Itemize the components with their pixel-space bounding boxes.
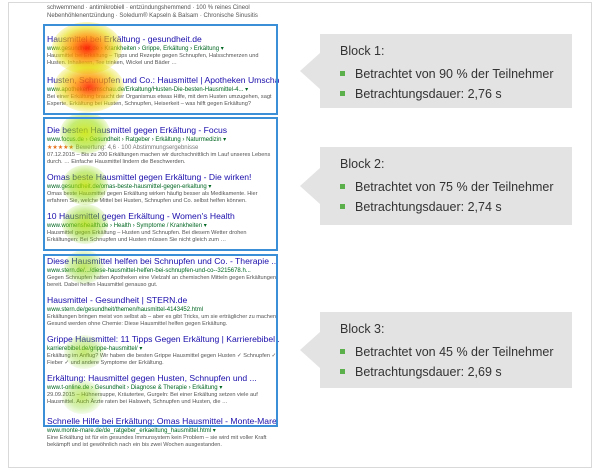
top-ad-snippet: Nebenhöhlenentzündung · Soledum® Kapseln… (47, 13, 258, 19)
result-url[interactable]: www.stern.de/gesundheit/themen/hausmitte… (47, 307, 204, 313)
bullet-square-icon (340, 204, 345, 210)
callout-bullet: Betrachtungsdauer: 2,76 s (340, 84, 572, 104)
result-snippet: Erkältungen bringen meist von selbst ab … (47, 314, 278, 327)
callout-title: Block 3: (340, 322, 385, 336)
bullet-square-icon (340, 349, 345, 355)
bullet-square-icon (340, 184, 345, 190)
rating-text: Bewertung: 4,6 · 100 Abstimmungsergebnis… (75, 145, 199, 151)
result-url[interactable]: www.gesundheit.de › Krankheiten › Grippe… (47, 46, 224, 52)
result-url[interactable]: www.gesundheit.de/omas-beste-hausmittel-… (47, 184, 212, 190)
result-title-link[interactable]: Husten, Schnupfen und Co.: Hausmittel | … (47, 75, 279, 85)
result-title-link[interactable]: Die besten Hausmittel gegen Erkältung - … (47, 125, 228, 135)
search-result: Diese Hausmittel helfen bei Schnupfen un… (47, 256, 279, 289)
block-1-outline (43, 24, 278, 115)
result-title-link[interactable]: Diese Hausmittel helfen bei Schnupfen un… (47, 256, 279, 266)
callout-pointer (300, 332, 320, 368)
search-results-list: schwemmend · antimikrobiell · entzündung… (47, 4, 279, 455)
callout-pointer (300, 168, 320, 204)
result-title-link[interactable]: Hausmittel - Gesundheit | STERN.de (47, 295, 188, 305)
bullet-square-icon (340, 71, 345, 77)
callout-bullet: Betrachtungsdauer: 2,74 s (340, 197, 572, 217)
result-snippet: Erkältung im Anflug? Wir haben die beste… (47, 353, 277, 366)
result-snippet: Bei einer Erkältung braucht der Organism… (47, 94, 272, 107)
callout-bullets: Betrachtet von 90 % der Teilnehmer Betra… (320, 64, 572, 104)
callout-bullets: Betrachtet von 45 % der Teilnehmer Betra… (320, 342, 572, 382)
block-1-callout: Block 1: Betrachtet von 90 % der Teilneh… (300, 34, 572, 108)
block-3-outline (43, 254, 278, 427)
result-snippet: Hausmittel gegen Erkältung – Husten und … (47, 230, 247, 243)
result-title-link[interactable]: Erkältung: Hausmittel gegen Husten, Schn… (47, 373, 257, 383)
bullet-square-icon (340, 91, 345, 97)
bullet-square-icon (340, 369, 345, 375)
search-result: Schnelle Hilfe bei Erkältung: Omas Hausm… (47, 416, 279, 449)
callout-title: Block 1: (340, 44, 385, 58)
result-url[interactable]: www.focus.de › Gesundheit › Ratgeber › E… (47, 137, 227, 143)
result-snippet: Gegen Schnupfen hatten Apotheken eine Vi… (47, 275, 277, 288)
result-title-link[interactable]: 10 Hausmittel gegen Erkältung - Women's … (47, 211, 235, 221)
block-3-callout: Block 3: Betrachtet von 45 % der Teilneh… (300, 312, 572, 388)
search-result: Erkältung: Hausmittel gegen Husten, Schn… (47, 373, 279, 406)
top-ad-snippet: schwemmend · antimikrobiell · entzündung… (47, 5, 250, 11)
search-result: Hausmittel - Gesundheit | STERN.de www.s… (47, 295, 279, 328)
search-result: Omas beste Hausmittel gegen Erkältung - … (47, 172, 279, 205)
search-result: Husten, Schnupfen und Co.: Hausmittel | … (47, 75, 279, 115)
result-title-link[interactable]: Hausmittel bei Erkältung - gesundheit.de (47, 34, 202, 44)
result-snippet: Omas beste Hausmittel gegen Erkältung wi… (47, 191, 258, 204)
search-result: 10 Hausmittel gegen Erkältung - Women's … (47, 211, 279, 244)
callout-bullet: Betrachtet von 45 % der Teilnehmer (340, 342, 572, 362)
callout-bullet: Betrachtet von 90 % der Teilnehmer (340, 64, 572, 84)
result-title-link[interactable]: Omas beste Hausmittel gegen Erkältung - … (47, 172, 252, 182)
result-snippet: 07.12.2015 – Bis zu 200 Erkältungen mach… (47, 152, 271, 165)
result-url[interactable]: www.apotheken-umschau.de/Erkaltung/Huste… (47, 87, 249, 93)
result-url[interactable]: www.womenshealth.de › Health › Symptome … (47, 223, 207, 229)
callout-bullet: Betrachtungsdauer: 2,69 s (340, 362, 572, 382)
block-2-callout: Block 2: Betrachtet von 75 % der Teilneh… (300, 147, 572, 225)
result-title-link[interactable]: Grippe Hausmittel: 11 Tipps Gegen Erkält… (47, 334, 279, 344)
result-url[interactable]: www.t-online.de › Gesundheit › Diagnose … (47, 385, 223, 391)
callout-pointer (300, 53, 320, 89)
block-2-outline (43, 117, 278, 251)
result-snippet: Eine Erkältung ist für ein gesundes Immu… (47, 435, 267, 448)
result-title-link[interactable]: Schnelle Hilfe bei Erkältung: Omas Hausm… (47, 416, 277, 426)
callout-title: Block 2: (340, 157, 385, 171)
callout-bullets: Betrachtet von 75 % der Teilnehmer Betra… (320, 177, 572, 217)
result-url[interactable]: www.stern.de/.../diese-hausmittel-helfen… (47, 268, 251, 274)
callout-bullet: Betrachtet von 75 % der Teilnehmer (340, 177, 572, 197)
result-snippet: 29.09.2015 – Hühnersuppe, Kräutertee, Gu… (47, 392, 258, 405)
result-url[interactable]: www.monte-mare.de/de_ratgeber_erkaeltung… (47, 428, 216, 434)
